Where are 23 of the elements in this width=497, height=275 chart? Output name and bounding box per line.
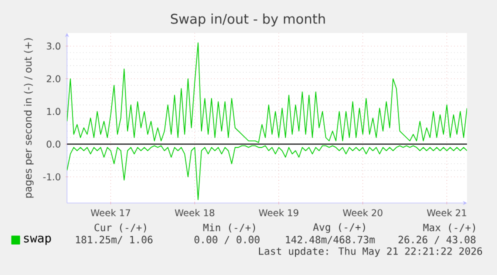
text: 26.26 / 43.08 <box>398 236 476 244</box>
x-tick-label: Week 18 <box>174 209 214 216</box>
text: Cur (-/+) <box>94 224 146 232</box>
text: 181.25m/ 1.06 <box>76 236 152 244</box>
x-tick-label: Week 21 <box>426 209 466 216</box>
x-tick-label: Week 17 <box>90 209 130 216</box>
y-axis-title: pages per second in (-) / out (+) <box>24 38 34 198</box>
y-tick-label: 1.0 <box>47 108 60 115</box>
y-tick-label: 2.0 <box>46 75 60 82</box>
y-tick-label: -1.0 <box>43 173 60 180</box>
x-tick-label: Week 20 <box>342 209 382 216</box>
legend-label: swap <box>24 236 51 245</box>
text: Last update: Thu May 21 22:21:22 2026 <box>259 247 482 257</box>
text: Max (-/+) <box>423 224 475 232</box>
y-tick-label: 3.0 <box>46 42 60 50</box>
text: 142.48m/468.73m <box>286 236 375 244</box>
text: Avg (-/+) <box>313 223 365 233</box>
text: Min (-/+) <box>203 224 255 232</box>
line-series <box>67 145 467 200</box>
x-tick-label: Week 19 <box>258 209 298 216</box>
chart-title: Swap in/out - by month <box>170 14 325 26</box>
text: 0.00 / 0.00 <box>194 236 260 244</box>
y-tick-label: 0.0 <box>46 140 60 148</box>
